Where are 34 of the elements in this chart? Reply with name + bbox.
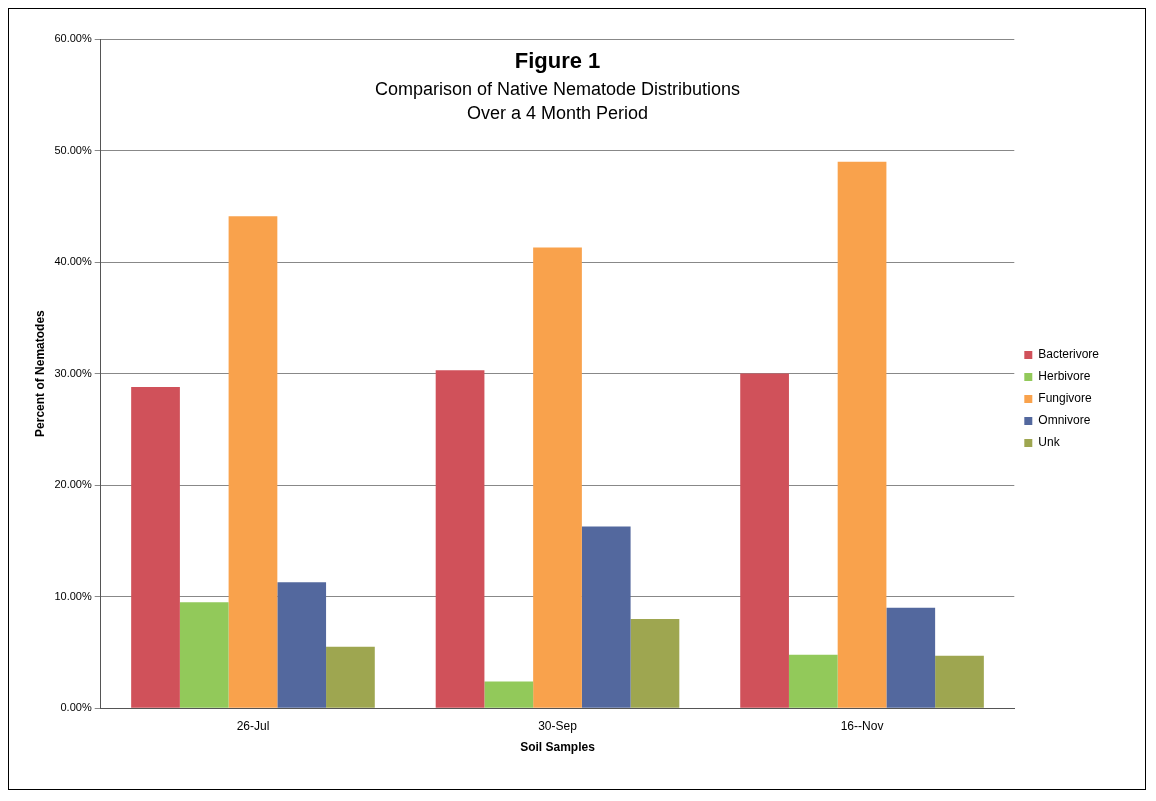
y-tick-label: 10.00% — [54, 589, 92, 602]
bar — [740, 373, 789, 708]
bar — [935, 655, 984, 708]
y-tick-label: 30.00% — [54, 366, 92, 379]
y-tick-label: 50.00% — [54, 143, 92, 156]
x-tick-label: 16--Nov — [840, 718, 884, 733]
x-tick-label: 30-Sep — [538, 718, 578, 733]
bar — [131, 386, 180, 708]
y-tick-label: 60.00% — [54, 32, 92, 45]
bar — [326, 646, 375, 708]
bar — [533, 247, 582, 708]
bar — [788, 654, 838, 708]
legend-label: Bacterivore — [1038, 347, 1100, 362]
y-axis-title: Percent of Nematodes — [32, 309, 47, 437]
y-tick-label: 40.00% — [54, 255, 92, 268]
legend-label: Omnivore — [1038, 413, 1091, 428]
text: Comparison of Native Nematode Distributions Over a 4 Month Period — [374, 78, 741, 123]
bar — [886, 607, 936, 708]
legend-label: Fungivore — [1038, 391, 1092, 406]
bar — [435, 370, 485, 708]
legend-label: Unk — [1038, 435, 1061, 450]
y-tick-label: 0.00% — [60, 701, 92, 714]
legend-label: Herbivore — [1038, 369, 1091, 384]
bar — [484, 681, 534, 708]
bar — [228, 216, 278, 708]
bar — [179, 602, 229, 708]
bar — [277, 582, 327, 708]
bar — [630, 618, 680, 708]
x-tick-label: 26-Jul — [236, 718, 270, 733]
y-tick-label: 20.00% — [54, 478, 92, 491]
bar — [837, 161, 887, 708]
chart-title: Figure 1 — [514, 48, 601, 74]
bar — [581, 526, 631, 708]
x-axis-title: Soil Samples — [520, 740, 596, 755]
